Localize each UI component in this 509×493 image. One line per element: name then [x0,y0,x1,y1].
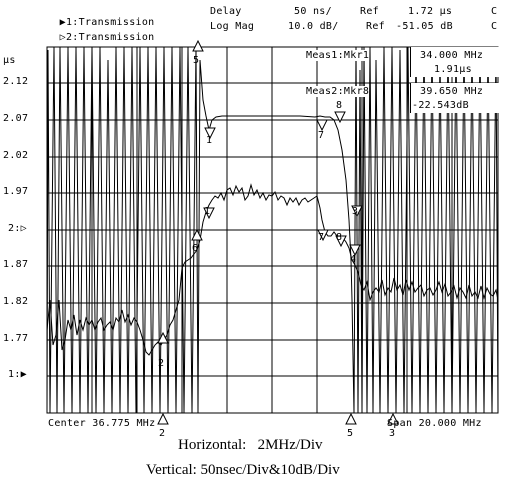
marker-6 [191,228,203,241]
y-tick-4: 2:▷ [8,223,27,234]
channel1-scale: 50 ns/ [294,6,332,17]
trace-markers: 1 1 2 6 5 7 8 7 8 4 3 5 3 2 [157,39,399,439]
marker-1-low-label: 1 [204,206,210,217]
caption-vertical: Vertical: 50nsec/Div&10dB/Div [146,462,340,478]
marker-1-low [203,207,215,220]
marker-2-bottom-label: 2 [159,428,165,439]
marker-5-bottom-label: 5 [347,428,353,439]
meas1-value2: 1.91µs [434,64,472,75]
meas2-value2: -22.543dB [412,100,469,111]
marker-2-label: 2 [158,358,164,369]
channel2-flag: C [491,21,498,32]
marker-1-top [204,127,216,140]
marker-5-bottom [345,412,357,425]
marker-8-low [335,235,347,248]
channel2-ref-value: -51.05 dB [396,21,453,32]
channel2-format: Log Mag [210,21,255,32]
channel2-row: ▷2:Transmission [47,21,155,43]
y-tick-1: 2.07 [3,113,29,124]
y-tick-5: 1.87 [3,259,29,270]
channel1-row: ▶1:Transmission [47,6,155,28]
y-tick-3: 1.97 [3,186,29,197]
y-tick-0: 2.12 [3,76,29,87]
channel2-ref-label: Ref [366,21,385,32]
channel2-arrow: ▷2: [59,32,79,43]
marker-4 [349,244,361,257]
channel2-scale: 10.0 dB/ [288,21,339,32]
marker-8-top [334,111,346,124]
meas1-value1: 34.000 MHz [420,50,484,61]
marker-3 [351,205,363,218]
channel1-ref-value: 1.72 µs [408,6,453,17]
span-frequency: Span 20.000 MHz [387,418,482,429]
y-tick-8: 1:▶ [8,369,27,380]
meas2-box [410,83,499,113]
marker-7-low [317,229,329,242]
marker-4-label: 4 [350,254,356,265]
caption-horizontal: Horizontal: 2MHz/Div [178,437,323,453]
marker-7-low-label: 7 [318,232,324,243]
meas1-label: Meas1:Mkr1 [306,50,370,61]
channel1-arrow: ▶1: [59,17,79,28]
marker-8-low-label: 8 [336,232,342,243]
marker-5-top-label: 5 [193,55,199,66]
marker-2 [157,331,169,344]
marker-1-top-label: 1 [206,135,212,146]
y-axis-unit: µs [3,55,16,66]
y-tick-7: 1.77 [3,333,29,344]
logmag-trace [46,183,499,356]
channel1-name: Transmission [78,17,155,28]
y-tick-6: 1.82 [3,296,29,307]
marker-3-bottom-label: 3 [389,428,395,439]
marker-7-top [316,119,328,132]
marker-2-bottom [157,412,169,425]
marker-3-label: 3 [352,206,358,217]
marker-6-label: 6 [192,243,198,254]
channel1-format: Delay [210,6,242,17]
marker-5-top [192,39,204,52]
channel1-flag: C [491,6,498,17]
meas1-box [410,47,499,77]
meas2-label: Meas2:Mkr8 [306,86,370,97]
marker-7-top-label: 7 [318,130,324,141]
channel2-name: Transmission [78,32,155,43]
channel1-ref-label: Ref [360,6,379,17]
marker-8-top-label: 8 [336,100,342,111]
center-frequency: Center 36.775 MHz [48,418,156,429]
marker-3-bottom [387,412,399,425]
y-tick-2: 2.02 [3,150,29,161]
meas2-value1: 39.650 MHz [420,86,484,97]
